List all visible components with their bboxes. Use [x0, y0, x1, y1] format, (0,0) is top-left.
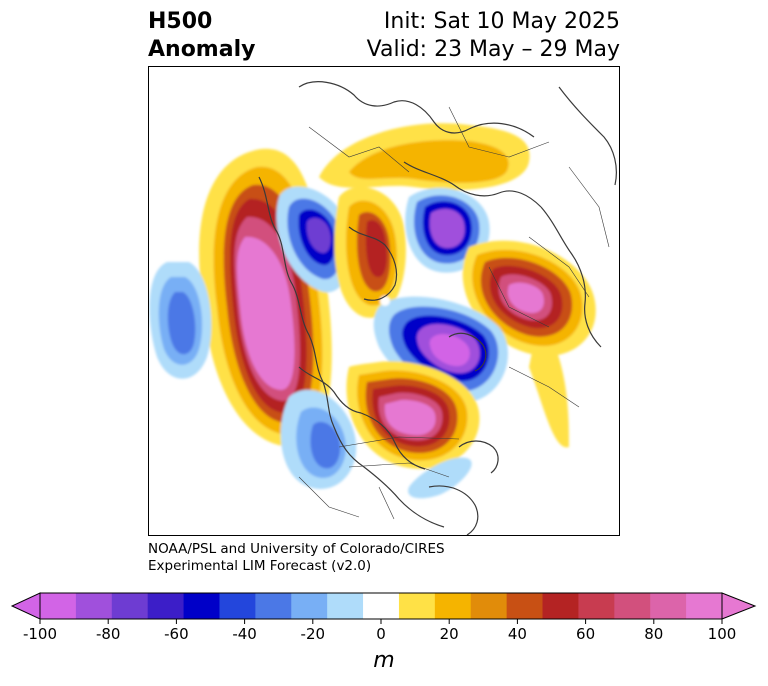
colorbar-swatch	[183, 593, 220, 619]
colorbar-swatch	[111, 593, 149, 619]
colorbar-swatch	[398, 593, 436, 619]
colorbar-swatch	[434, 593, 472, 619]
colorbar-swatch	[219, 593, 256, 619]
colorbar-tick-label: -100	[23, 625, 57, 643]
colorbar-swatch	[650, 593, 687, 619]
colorbar-swatch	[40, 593, 77, 619]
north-pole-marker	[380, 296, 390, 306]
colorbar-tick-label: 40	[508, 625, 527, 643]
political-borders	[298, 106, 610, 520]
coastlines	[258, 81, 617, 535]
valid-date: Valid: 23 May – 29 May	[366, 37, 620, 62]
north-america-ridge	[346, 361, 480, 469]
colorbar-swatch	[614, 593, 651, 619]
colorbar: -100 -80 -60 -40 -20 0 20 40 60 80 100	[10, 592, 757, 643]
colorbar-tick-label: 60	[576, 625, 595, 643]
forecast-dates: Init: Sat 10 May 2025 Valid: 23 May – 29…	[367, 8, 620, 64]
anomaly-map	[149, 81, 617, 535]
colorbar-under-arrow	[10, 592, 41, 620]
hudson-trough	[276, 186, 352, 293]
pacific-trough	[149, 262, 212, 379]
map-panel	[148, 66, 620, 536]
colorbar-swatch	[147, 593, 185, 619]
west-us-trough	[280, 389, 357, 489]
colorbar-swatch	[327, 593, 364, 619]
southeast-trough	[408, 457, 472, 499]
colorbar-tick-label: -60	[164, 625, 189, 643]
asia-ridge	[462, 240, 596, 448]
colorbar-swatch	[470, 593, 508, 619]
map-title: H500 Anomaly	[148, 8, 255, 64]
colorbar-over-arrow	[721, 592, 757, 620]
title-line-2: Anomaly	[148, 37, 256, 62]
colorbar-swatch	[506, 593, 544, 619]
title-line-1: H500	[148, 9, 213, 34]
colorbar-swatch	[255, 593, 292, 619]
colorbar-tick-label: 100	[708, 625, 737, 643]
greenland-ridge	[334, 187, 406, 318]
arctic-ridge	[319, 123, 530, 190]
colorbar-swatch	[363, 593, 400, 619]
colorbar-swatch	[578, 593, 615, 619]
anomaly-shading	[149, 123, 596, 499]
credit-text: NOAA/PSL and University of Colorado/CIRE…	[148, 541, 445, 575]
colorbar-tick-label: -20	[301, 625, 326, 643]
colorbar-tick-label: -80	[96, 625, 121, 643]
colorbar-tick-label: 20	[440, 625, 459, 643]
colorbar-tick-label: 80	[644, 625, 663, 643]
colorbar-swatch	[291, 593, 328, 619]
colorbar-unit-label: m	[373, 648, 395, 673]
colorbar-swatch	[75, 593, 113, 619]
init-date: Init: Sat 10 May 2025	[383, 9, 620, 34]
colorbar-swatch	[542, 593, 579, 619]
colorbar-swatch	[686, 593, 723, 619]
colorbar-tick-label: -40	[232, 625, 257, 643]
credit-line-1: NOAA/PSL and University of Colorado/CIRE…	[148, 541, 445, 557]
credit-line-2: Experimental LIM Forecast (v2.0)	[148, 558, 372, 574]
colorbar-tick-label: 0	[376, 625, 386, 643]
